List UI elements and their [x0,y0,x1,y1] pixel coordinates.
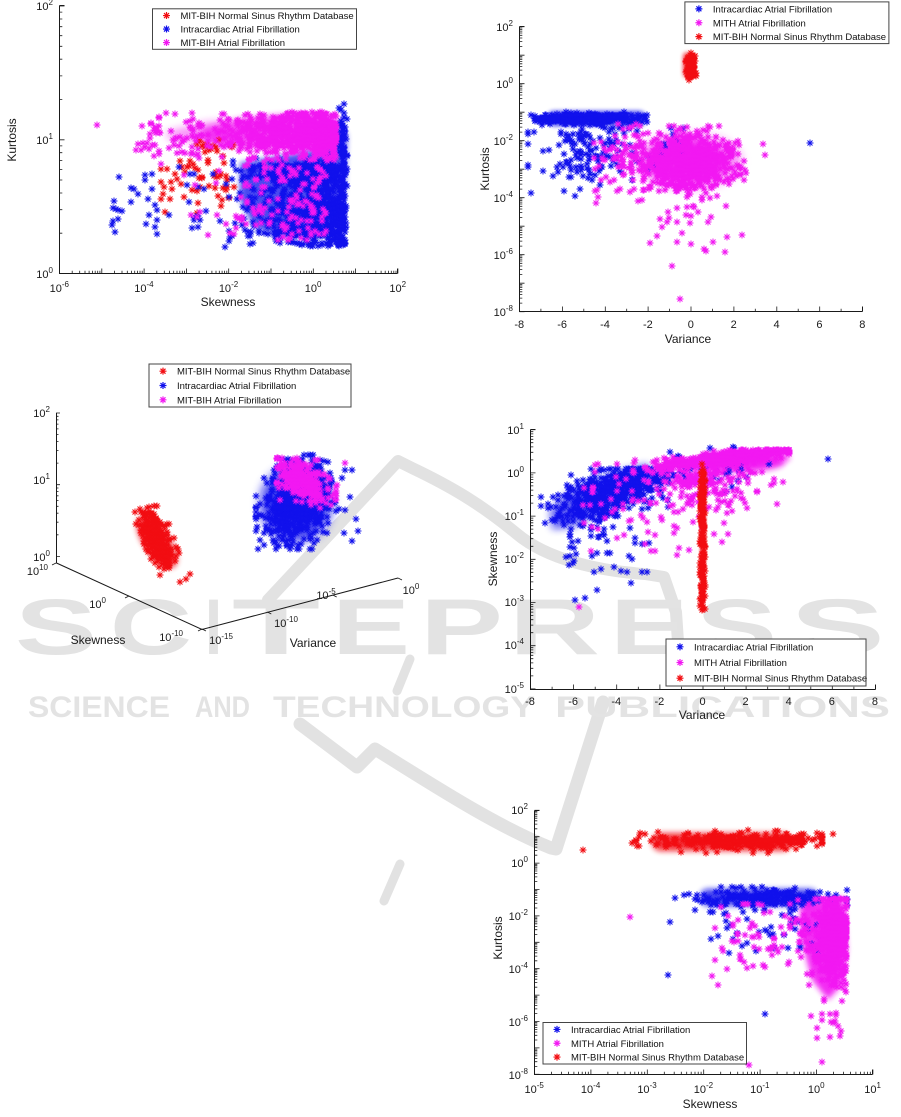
svg-text:2: 2 [731,319,737,331]
svg-text:Skewness: Skewness [683,1097,738,1111]
svg-text:MIT-BIH Normal Sinus Rhythm Da: MIT-BIH Normal Sinus Rhythm Database [713,32,886,43]
svg-text:4: 4 [786,696,792,708]
svg-text:Variance: Variance [665,332,712,346]
svg-text:2: 2 [743,696,749,708]
svg-text:Intracardiac Atrial Fibrillati: Intracardiac Atrial Fibrillation [694,642,813,653]
svg-text:TECHNOLOGY: TECHNOLOGY [273,691,535,724]
svg-text:MIT-BIH Normal Sinus Rhythm Da: MIT-BIH Normal Sinus Rhythm Database [694,674,867,685]
svg-text:Variance: Variance [290,636,337,650]
svg-text:4: 4 [773,319,779,331]
svg-text:Kurtosis: Kurtosis [478,147,492,190]
svg-text:Intracardiac Atrial Fibrillati: Intracardiac Atrial Fibrillation [177,381,296,392]
svg-text:8: 8 [872,696,878,708]
svg-text:Intracardiac Atrial Fibrillati: Intracardiac Atrial Fibrillation [713,4,832,15]
svg-text:SCIENCE: SCIENCE [28,691,170,724]
svg-text:S: S [15,582,97,671]
svg-text:MIT-BIH Normal Sinus Rhythm Da: MIT-BIH Normal Sinus Rhythm Database [177,367,350,378]
svg-text:E: E [332,582,410,671]
svg-text:T: T [232,582,320,671]
svg-text:Skewness: Skewness [201,295,256,309]
svg-text:Kurtosis: Kurtosis [5,118,19,161]
svg-text:PUBLICATIONS: PUBLICATIONS [555,691,890,724]
svg-text:Skewness: Skewness [486,532,500,587]
svg-text:Kurtosis: Kurtosis [491,916,505,959]
svg-text:8: 8 [859,319,865,331]
svg-text:MIT-BIH Normal Sinus Rhythm Da: MIT-BIH Normal Sinus Rhythm Database [571,1053,744,1064]
svg-text:P: P [420,582,503,671]
svg-text:AND: AND [195,691,250,724]
svg-text:0: 0 [699,696,705,708]
svg-text:MIT-BIH Atrial Fibrillation: MIT-BIH Atrial Fibrillation [181,38,286,49]
svg-text:0: 0 [688,319,694,331]
svg-text:Intracardiac Atrial Fibrillati: Intracardiac Atrial Fibrillation [181,25,300,36]
svg-text:-2: -2 [643,319,653,331]
svg-text:-6: -6 [568,696,578,708]
svg-text:-8: -8 [525,696,535,708]
svg-text:MIT-BIH Atrial Fibrillation: MIT-BIH Atrial Fibrillation [177,395,282,406]
svg-text:Variance: Variance [679,708,726,722]
svg-text:MITH Atrial Fibrillation: MITH Atrial Fibrillation [571,1039,664,1050]
svg-text:-8: -8 [514,319,524,331]
svg-text:MITH Atrial Fibrillation: MITH Atrial Fibrillation [694,658,787,669]
svg-text:MITH Atrial Fibrillation: MITH Atrial Fibrillation [713,18,806,29]
svg-text:-6: -6 [557,319,567,331]
svg-text:MIT-BIH Normal Sinus Rhythm Da: MIT-BIH Normal Sinus Rhythm Database [181,11,354,22]
svg-text:-4: -4 [600,319,610,331]
svg-text:Intracardiac Atrial Fibrillati: Intracardiac Atrial Fibrillation [571,1025,690,1036]
svg-text:Skewness: Skewness [71,633,126,647]
svg-text:C: C [110,582,192,671]
svg-text:6: 6 [816,319,822,331]
svg-text:-4: -4 [611,696,621,708]
svg-text:6: 6 [829,696,835,708]
svg-text:-2: -2 [654,696,664,708]
